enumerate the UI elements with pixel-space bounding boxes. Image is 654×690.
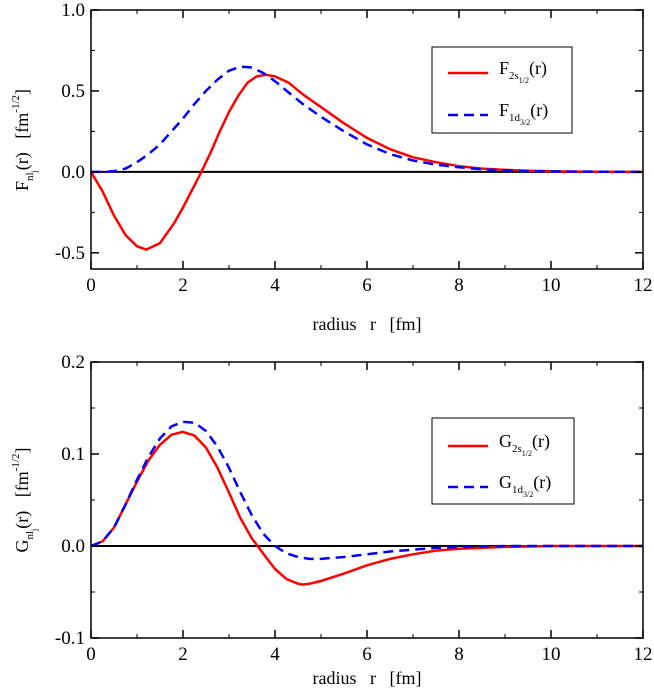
x-tick-label: 8: [454, 644, 464, 665]
legend-label-subsub: 3/2: [520, 118, 530, 127]
x-tick-label: 12: [634, 275, 653, 296]
y-tick-label: 0.0: [61, 162, 85, 183]
x-tick-label: 10: [542, 275, 561, 296]
y-axis-label-sup: -1/2: [10, 95, 22, 113]
legend-label-rest: (r): [533, 472, 551, 493]
series-line-1d: [90, 420, 643, 561]
legend-label-rest: (r): [529, 58, 547, 79]
series-line-2s: [90, 430, 643, 586]
legend-label-main: F: [499, 100, 509, 120]
plot-area-f: [89, 65, 644, 251]
panel-f: 0 2 4 6 8 10 12 -0.5 0.0 0.5 1.0 radius r [fm] Fnl…: [10, 0, 653, 334]
x-tick-label: 4: [270, 644, 280, 665]
x-tick-label: 6: [362, 275, 372, 296]
y-tick-label: 0.0: [61, 536, 85, 557]
ticks-f: 0 2 4 6 8 10 12 -0.5 0.0 0.5 1.0: [55, 0, 653, 296]
y-axis-label-sub2: j: [30, 529, 39, 532]
x-tick-label: 0: [86, 644, 96, 665]
legend-label-sub: 1d: [509, 112, 521, 124]
x-tick-label: 6: [362, 644, 372, 665]
y-axis-label-main: F: [12, 181, 32, 191]
legend-label-subsub: 1/2: [519, 76, 529, 85]
y-axis-label-close: ]: [12, 447, 32, 453]
x-axis-label-f: radius r [fm]: [313, 314, 422, 334]
y-axis-label-sub2: j: [30, 170, 39, 173]
x-tick-label: 10: [542, 644, 561, 665]
legend-label-rest: (r): [530, 100, 548, 121]
ticks-g: 0 2 4 6 8 10 12 -0.1 0.0 0.1 0.2: [55, 352, 653, 665]
series-line-1d: [91, 65, 644, 174]
legend-label-sub: 2s: [512, 443, 522, 455]
panel-g: 0 2 4 6 8 10 12 -0.1 0.0 0.1 0.2 radius r [fm] Gnl…: [10, 352, 653, 688]
plot-area-g: [90, 420, 643, 586]
legend-label-f-1: F1d3/2(r): [499, 100, 548, 127]
y-axis-label-f: Fnlj(r) [fm-1/2]: [10, 89, 39, 191]
y-axis-label-rest: (r) [fm: [12, 113, 33, 170]
y-tick-label: 0.5: [61, 81, 85, 102]
y-tick-label: -0.5: [55, 243, 85, 264]
y-axis-label-sup: -1/2: [10, 453, 22, 471]
y-tick-label: 0.2: [61, 352, 85, 373]
x-tick-label: 4: [270, 275, 280, 296]
legend-box-g: [431, 417, 575, 505]
legend-label-g-0: G2s1/2(r): [499, 431, 550, 458]
legend-label-main: F: [499, 58, 509, 78]
legend-label-f-0: F2s1/2(r): [499, 58, 547, 85]
legend-label-rest: (r): [532, 431, 550, 452]
y-axis-label-sub1: nl: [24, 172, 36, 181]
x-tick-label: 0: [86, 275, 96, 296]
y-axis-label-sub1: nl: [24, 531, 36, 540]
y-tick-label: 1.0: [61, 0, 85, 21]
legend-label-sub: 1d: [512, 484, 524, 496]
legend-label-main: G: [499, 431, 512, 451]
y-tick-label: -0.1: [55, 628, 85, 649]
y-axis-label-main: G: [12, 540, 32, 553]
x-tick-label: 2: [178, 275, 188, 296]
x-tick-label: 2: [178, 644, 188, 665]
legend-label-subsub: 3/2: [523, 490, 533, 499]
legend-box-f: [431, 46, 573, 134]
legend-label-subsub: 1/2: [522, 449, 532, 458]
legend-label-g-1: G1d3/2(r): [499, 472, 551, 499]
x-tick-label: 12: [634, 644, 653, 665]
y-axis-label-g: Gnlj(r) [fm-1/2]: [10, 447, 39, 552]
y-axis-label-rest: (r) [fm: [12, 471, 33, 528]
legend-label-sub: 2s: [509, 70, 519, 82]
y-tick-label: 0.1: [61, 444, 85, 465]
x-tick-label: 8: [454, 275, 464, 296]
legend-label-main: G: [499, 472, 512, 492]
x-axis-label-g: radius r [fm]: [313, 668, 422, 688]
y-axis-label-close: ]: [12, 89, 32, 95]
